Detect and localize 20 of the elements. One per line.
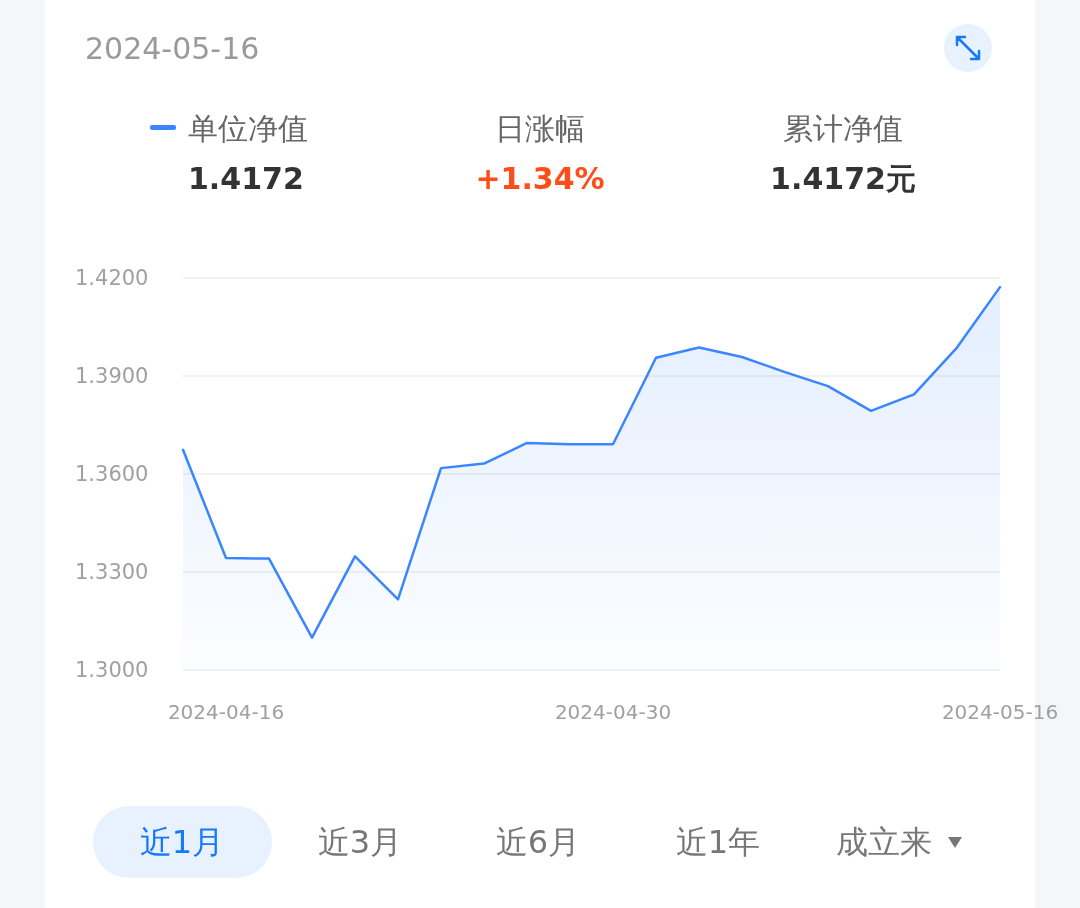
y-tick-label: 1.3000 (75, 658, 149, 682)
text: 近3月 (317, 823, 403, 861)
text: 近6月 (495, 823, 581, 861)
text: 1.4172元 (770, 160, 916, 196)
text: 1.4172 (188, 160, 304, 196)
legend-label: 单位净值 (188, 110, 308, 146)
text: 日涨幅 (495, 110, 585, 146)
x-tick-label: 2024-04-16 (167, 700, 285, 724)
chart-title: 2024-05-16 (85, 30, 260, 66)
text: +1.34% (475, 160, 605, 196)
text: 近1月 (139, 823, 225, 861)
text: 成立来 (836, 823, 932, 861)
y-tick-label: 1.3600 (75, 462, 149, 486)
y-tick-label: 1.3900 (75, 364, 149, 388)
text: 累计净值 (783, 110, 903, 146)
y-tick-label: 1.3300 (75, 560, 149, 584)
x-tick-label: 2024-05-16 (941, 700, 1059, 724)
text: 近1年 (675, 823, 761, 861)
y-tick-label: 1.4200 (75, 266, 149, 290)
x-tick-label: 2024-04-30 (554, 700, 672, 724)
